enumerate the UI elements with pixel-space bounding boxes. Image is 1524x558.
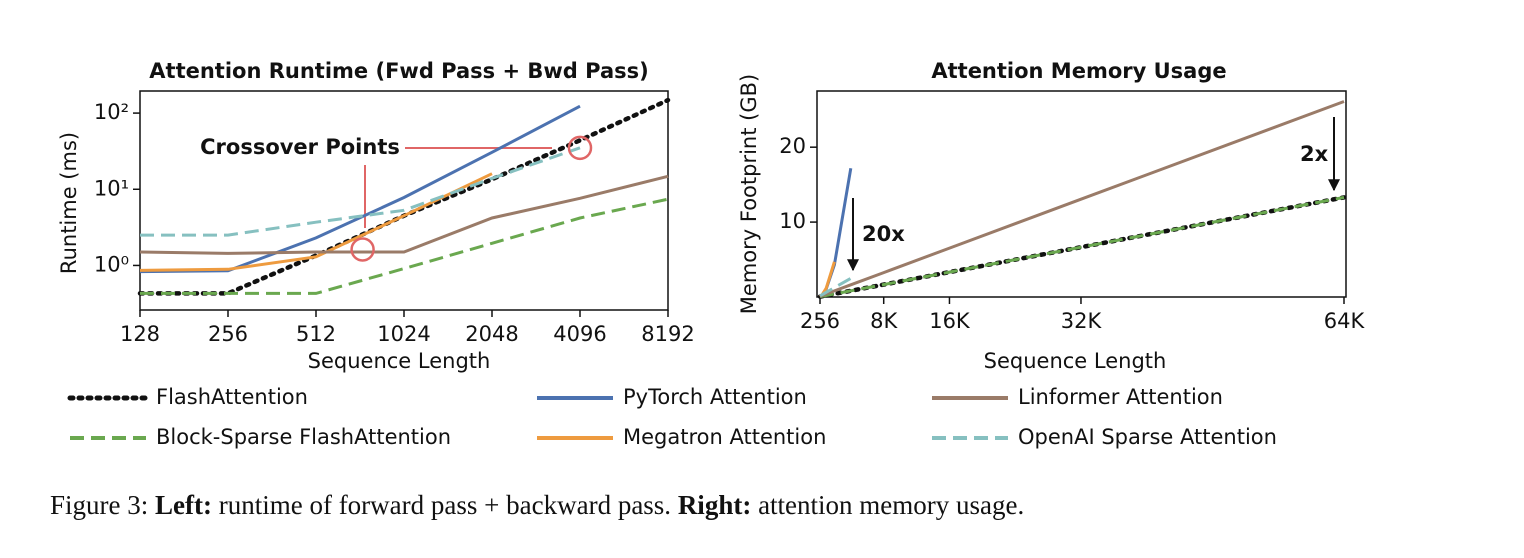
series-line <box>139 104 581 274</box>
x-tick-label: 2048 <box>465 322 518 346</box>
y-tick-label: 10 <box>779 209 806 233</box>
annotation: 2x <box>1300 142 1329 166</box>
x-tick-label: 8K <box>870 309 898 333</box>
plot-frame <box>139 90 669 311</box>
series-line <box>139 172 493 272</box>
x-tick-label: 128 <box>120 322 160 346</box>
x-tick-label: 512 <box>296 322 336 346</box>
caption-text: runtime of forward pass + backward pass. <box>218 490 672 520</box>
x-tick-label: 256 <box>800 309 840 333</box>
chart-title: Attention Memory Usage <box>931 59 1226 83</box>
series-line <box>819 276 852 298</box>
series-line <box>819 100 1345 298</box>
x-tick-label: 1024 <box>377 322 430 346</box>
x-tick-label: 32K <box>1061 309 1103 333</box>
series-line <box>140 197 669 295</box>
series-line <box>139 174 669 255</box>
x-tick-label: 16K <box>929 309 971 333</box>
legend-label: Block-Sparse FlashAttention <box>156 425 451 449</box>
x-tick-label: 256 <box>208 322 248 346</box>
crossover-marker <box>567 135 593 161</box>
y-tick-label: 10⁰ <box>94 252 129 276</box>
y-tick-label: 10¹ <box>94 176 129 200</box>
legend-label: FlashAttention <box>156 385 308 409</box>
caption-text: Figure 3: <box>50 490 149 520</box>
annotation: 20x <box>862 222 905 246</box>
caption-text: attention memory usage. <box>758 490 1025 520</box>
legend-label: PyTorch Attention <box>623 385 807 409</box>
x-tick-label: 8192 <box>641 322 694 346</box>
caption-bold: Right: <box>677 490 752 520</box>
caption-bold: Left: <box>155 490 212 520</box>
annotation: Crossover Points <box>200 135 400 159</box>
y-tick-label: 20 <box>779 134 806 158</box>
x-axis-label: Sequence Length <box>984 349 1167 373</box>
legend-label: Linformer Attention <box>1018 385 1223 409</box>
x-tick-label: 64K <box>1324 309 1366 333</box>
legend-label: OpenAI Sparse Attention <box>1018 425 1277 449</box>
y-axis-label: Runtime (ms) <box>57 132 81 274</box>
caption: Figure 3: Left: runtime of forward pass … <box>50 490 1024 521</box>
y-tick-label: 10² <box>94 100 129 124</box>
chart-title: Attention Runtime (Fwd Pass + Bwd Pass) <box>149 59 648 83</box>
x-axis-label: Sequence Length <box>308 349 491 373</box>
x-tick-label: 4096 <box>553 322 606 346</box>
y-axis-label: Memory Footprint (GB) <box>737 74 761 314</box>
series-line <box>819 167 853 298</box>
legend-label: Megatron Attention <box>623 425 826 449</box>
crossover-marker <box>350 237 375 262</box>
series-line <box>140 146 581 237</box>
plot-frame <box>816 90 1347 298</box>
